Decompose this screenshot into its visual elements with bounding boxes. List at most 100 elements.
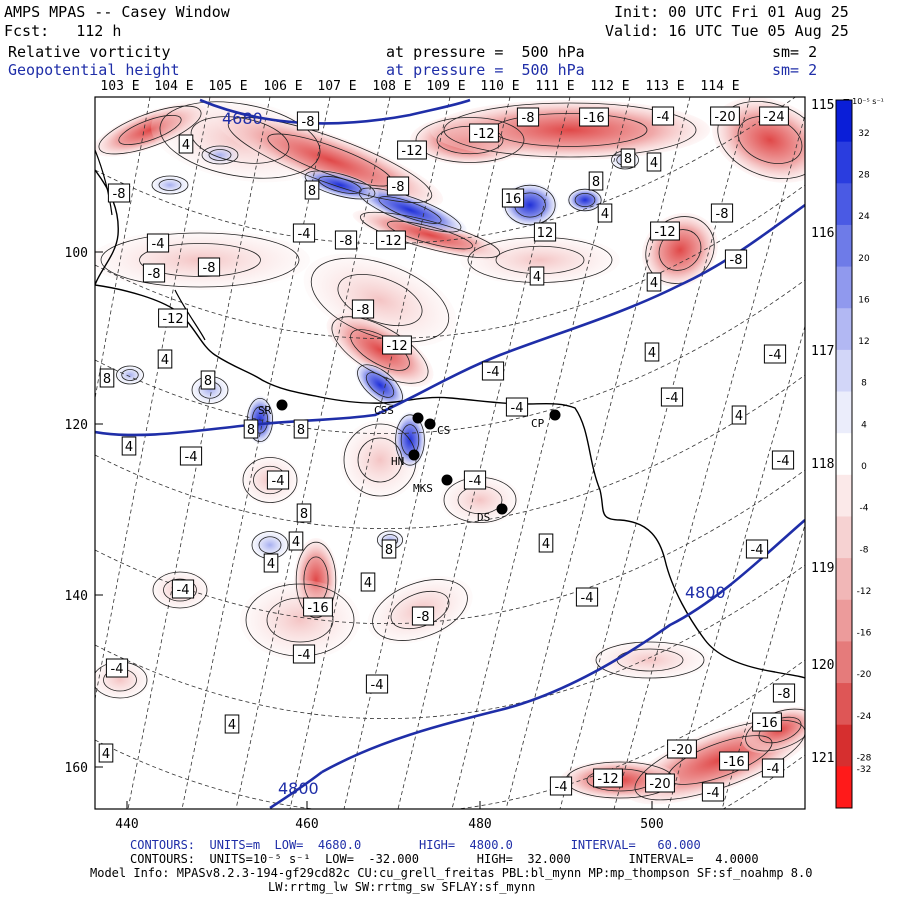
- svg-text:-4: -4: [707, 786, 720, 801]
- svg-text:8: 8: [592, 175, 600, 190]
- contour-label: -4: [763, 344, 787, 364]
- contour-label: -4: [660, 387, 684, 407]
- svg-text:4: 4: [228, 718, 236, 733]
- contour-label: -20: [645, 773, 675, 793]
- meridian-line: [289, 97, 451, 809]
- meridian-line: [235, 97, 391, 809]
- parallel-line: [95, 184, 805, 340]
- vorticity-contour: [387, 220, 473, 250]
- contour-label: -16: [303, 597, 333, 617]
- colorbar-swatch: [836, 558, 852, 601]
- svg-text:-4: -4: [511, 401, 524, 416]
- height-label-4800-east: 4800: [685, 583, 726, 602]
- svg-text:-4: -4: [371, 678, 384, 693]
- valid-time: Valid: 16 UTC Tue 05 Aug 25: [605, 22, 849, 40]
- init-time: Init: 00 UTC Fri 01 Aug 25: [614, 3, 849, 21]
- contour-label: -4: [481, 361, 505, 381]
- colorbar-tick-label: -20: [857, 670, 872, 680]
- vorticity-region: [590, 640, 710, 680]
- svg-text:-8: -8: [357, 303, 370, 318]
- colorbar-tick-label: -32: [857, 765, 872, 775]
- vorticity-contour: [158, 179, 182, 191]
- colorbar-swatch: [836, 224, 852, 268]
- lon-label-top: 109 E: [426, 79, 465, 94]
- svg-text:-4: -4: [298, 227, 311, 242]
- svg-text:-16: -16: [307, 601, 328, 616]
- colorbar-tick-label: -28: [857, 754, 872, 764]
- vorticity-contour: [304, 170, 376, 200]
- colorbar-tick-label: 24: [858, 212, 870, 222]
- station-marker: [412, 412, 424, 424]
- contour-label: -4: [549, 776, 573, 796]
- contour-label: 4: [360, 572, 376, 592]
- contour-label: -8: [724, 249, 748, 269]
- contour-label: -12: [593, 768, 623, 788]
- contour-label: -4: [292, 644, 316, 664]
- vorticity-region: [115, 365, 145, 385]
- contour-label: -4: [463, 470, 487, 490]
- meridian-line: [505, 97, 691, 809]
- contour-label: -16: [719, 751, 749, 771]
- svg-text:4: 4: [648, 346, 656, 361]
- vorticity-contour: [568, 188, 602, 212]
- colorbar-swatch: [836, 433, 852, 476]
- field2-pressure: at pressure = 500 hPa: [386, 61, 585, 79]
- colorbar-unit: 10⁻⁵ s⁻¹: [852, 97, 884, 106]
- vorticity-region: [353, 185, 467, 235]
- contour-label: 8: [296, 503, 312, 523]
- svg-text:-4: -4: [152, 237, 165, 252]
- meridian-line: [181, 97, 331, 809]
- contour-label: -12: [650, 221, 680, 241]
- svg-text:4: 4: [292, 535, 300, 550]
- contour-label: -8: [411, 606, 435, 626]
- station-marker: [496, 503, 508, 515]
- colorbar-swatch: [836, 141, 852, 184]
- contour-label: -12: [397, 140, 427, 160]
- x-tick-label: 500: [640, 817, 663, 832]
- colorbar-swatch: [836, 599, 852, 642]
- svg-text:4: 4: [102, 747, 110, 762]
- vorticity-contour: [100, 232, 300, 288]
- vorticity-region: [430, 100, 710, 160]
- contour-label: 8: [304, 180, 320, 200]
- parallel-line: [95, 279, 805, 435]
- svg-text:-12: -12: [597, 772, 618, 787]
- contour-label: -24: [759, 106, 789, 126]
- contour-label: -4: [505, 397, 529, 417]
- colorbar-swatch: [836, 474, 852, 517]
- svg-text:8: 8: [300, 507, 308, 522]
- colorbar-tick-label: 4: [861, 420, 867, 430]
- lon-label-top: 106 E: [263, 79, 302, 94]
- stations: SR CSS CS HN MKS DS CP: [258, 399, 561, 524]
- height-label-4800-south: 4800: [278, 779, 319, 798]
- svg-text:-8: -8: [113, 187, 126, 202]
- meridian-line: [667, 324, 805, 809]
- svg-text:-12: -12: [386, 339, 407, 354]
- lon-label-top: 111 E: [535, 79, 574, 94]
- svg-text:12: 12: [537, 226, 554, 241]
- lon-label-top: 105 E: [208, 79, 247, 94]
- station-label-mks: MKS: [413, 482, 433, 495]
- svg-text:-4: -4: [581, 591, 594, 606]
- colorbar-tick-label: 28: [858, 170, 870, 180]
- vorticity-contour: [201, 145, 239, 165]
- vorticity-region: [250, 530, 290, 560]
- contour-label: -16: [752, 712, 782, 732]
- vorticity-contour: [310, 257, 450, 343]
- contour-label: 4: [731, 405, 747, 425]
- svg-text:-20: -20: [714, 110, 735, 125]
- vorticity-contour: [357, 437, 403, 483]
- svg-text:-8: -8: [148, 267, 161, 282]
- parallel-line: [95, 374, 805, 530]
- vorticity-contour: [98, 105, 202, 155]
- station-marker: [408, 449, 420, 461]
- svg-text:-20: -20: [649, 777, 670, 792]
- svg-text:-4: -4: [657, 110, 670, 125]
- vorticity-contour: [365, 372, 395, 398]
- colorbar-swatch: [836, 766, 852, 809]
- colorbar-swatch: [836, 308, 852, 351]
- colorbar-tick-label: -24: [857, 712, 872, 722]
- meridian-line: [721, 523, 805, 809]
- contour-label: -12: [469, 123, 499, 143]
